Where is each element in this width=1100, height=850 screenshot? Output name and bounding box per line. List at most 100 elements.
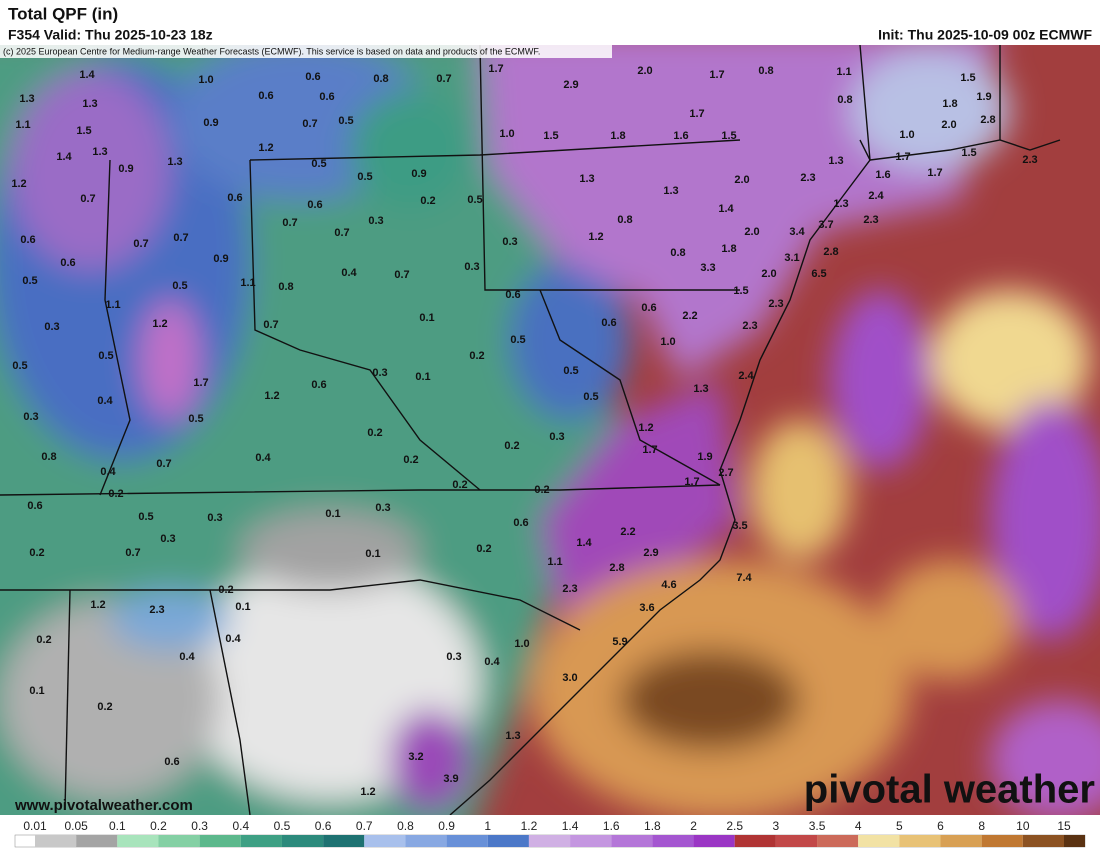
qpf-label: 0.4 bbox=[179, 651, 195, 663]
qpf-label: 0.7 bbox=[334, 227, 349, 239]
qpf-label: 7.4 bbox=[736, 572, 752, 584]
qpf-label: 0.2 bbox=[504, 440, 519, 452]
qpf-label: 2.0 bbox=[637, 65, 652, 77]
qpf-label: 2.3 bbox=[800, 172, 815, 184]
legend-label: 3 bbox=[773, 819, 780, 833]
qpf-label: 1.2 bbox=[11, 178, 26, 190]
precip-field bbox=[0, 45, 1100, 815]
qpf-label: 0.7 bbox=[173, 232, 188, 244]
qpf-label: 1.2 bbox=[258, 142, 273, 154]
legend-label: 1.4 bbox=[562, 819, 579, 833]
qpf-label: 0.1 bbox=[235, 601, 250, 613]
qpf-label: 1.7 bbox=[709, 69, 724, 81]
qpf-label: 1.3 bbox=[663, 185, 678, 197]
qpf-label: 0.6 bbox=[60, 257, 75, 269]
qpf-label: 0.8 bbox=[670, 247, 685, 259]
legend-swatch bbox=[611, 835, 653, 847]
qpf-label: 0.5 bbox=[98, 350, 113, 362]
qpf-label: 0.6 bbox=[319, 91, 334, 103]
qpf-label: 0.2 bbox=[452, 479, 467, 491]
qpf-label: 0.6 bbox=[305, 71, 320, 83]
qpf-label: 1.3 bbox=[579, 173, 594, 185]
qpf-label: 0.5 bbox=[338, 115, 353, 127]
qpf-label: 0.6 bbox=[307, 199, 322, 211]
qpf-label: 0.5 bbox=[138, 511, 153, 523]
qpf-label: 0.8 bbox=[41, 451, 56, 463]
qpf-label: 0.1 bbox=[29, 685, 44, 697]
legend-swatch bbox=[405, 835, 447, 847]
qpf-label: 0.3 bbox=[375, 502, 390, 514]
qpf-label: 0.9 bbox=[213, 253, 228, 265]
qpf-label: 0.6 bbox=[20, 234, 35, 246]
qpf-label: 0.2 bbox=[469, 350, 484, 362]
qpf-label: 0.5 bbox=[510, 334, 525, 346]
legend-swatch bbox=[117, 835, 159, 847]
qpf-label: 0.1 bbox=[419, 312, 434, 324]
qpf-label: 1.2 bbox=[638, 422, 653, 434]
qpf-label: 1.6 bbox=[673, 130, 688, 142]
qpf-label: 1.1 bbox=[240, 277, 255, 289]
website: www.pivotalweather.com bbox=[14, 797, 193, 814]
qpf-label: 1.5 bbox=[543, 130, 558, 142]
qpf-label: 1.2 bbox=[360, 786, 375, 798]
qpf-label: 1.8 bbox=[721, 243, 736, 255]
qpf-label: 2.4 bbox=[738, 370, 754, 382]
legend-label: 0.2 bbox=[150, 819, 167, 833]
qpf-label: 3.5 bbox=[732, 520, 747, 532]
legend-swatch bbox=[858, 835, 900, 847]
legend-label: 0.05 bbox=[64, 819, 88, 833]
qpf-label: 0.7 bbox=[125, 547, 140, 559]
qpf-label: 2.2 bbox=[620, 526, 635, 538]
legend-swatch bbox=[240, 835, 282, 847]
qpf-label: 0.5 bbox=[467, 194, 482, 206]
qpf-label: 1.0 bbox=[899, 129, 914, 141]
qpf-label: 2.3 bbox=[742, 320, 757, 332]
qpf-label: 3.1 bbox=[784, 252, 799, 264]
qpf-label: 2.7 bbox=[718, 467, 733, 479]
qpf-label: 0.2 bbox=[218, 584, 233, 596]
qpf-label: 0.8 bbox=[617, 214, 632, 226]
qpf-label: 0.5 bbox=[188, 413, 203, 425]
legend-label: 0.6 bbox=[315, 819, 332, 833]
qpf-label: 3.2 bbox=[408, 751, 423, 763]
qpf-label: 1.2 bbox=[588, 231, 603, 243]
legend-label: 2 bbox=[690, 819, 697, 833]
legend-label: 0.7 bbox=[356, 819, 373, 833]
legend-swatch bbox=[487, 835, 529, 847]
qpf-label: 1.7 bbox=[642, 444, 657, 456]
legend-swatch bbox=[940, 835, 982, 847]
qpf-label: 1.3 bbox=[833, 198, 848, 210]
qpf-label: 2.8 bbox=[823, 246, 838, 258]
qpf-label: 1.4 bbox=[576, 537, 592, 549]
qpf-label: 2.3 bbox=[768, 298, 783, 310]
legend-swatch bbox=[528, 835, 571, 847]
qpf-label: 1.3 bbox=[82, 98, 97, 110]
qpf-label: 0.3 bbox=[23, 411, 38, 423]
legend-label: 1.8 bbox=[644, 819, 661, 833]
qpf-label: 1.7 bbox=[927, 167, 942, 179]
qpf-label: 3.4 bbox=[789, 226, 805, 238]
qpf-label: 1.1 bbox=[105, 299, 120, 311]
legend-swatch bbox=[734, 835, 776, 847]
qpf-label: 0.7 bbox=[263, 319, 278, 331]
qpf-label: 0.6 bbox=[227, 192, 242, 204]
qpf-label: 1.3 bbox=[505, 730, 520, 742]
qpf-label: 2.8 bbox=[609, 562, 624, 574]
qpf-label: 0.8 bbox=[373, 73, 388, 85]
qpf-label: 1.5 bbox=[76, 125, 91, 137]
qpf-label: 1.4 bbox=[56, 151, 72, 163]
qpf-label: 1.1 bbox=[547, 556, 562, 568]
qpf-label: 0.5 bbox=[12, 360, 27, 372]
qpf-label: 3.0 bbox=[562, 672, 577, 684]
legend-swatch bbox=[899, 835, 941, 847]
legend-label: 2.5 bbox=[726, 819, 743, 833]
qpf-label: 1.7 bbox=[193, 377, 208, 389]
qpf-label: 0.3 bbox=[44, 321, 59, 333]
qpf-label: 2.4 bbox=[868, 190, 884, 202]
qpf-label: 2.3 bbox=[863, 214, 878, 226]
qpf-label: 3.9 bbox=[443, 773, 458, 785]
qpf-label: 5.9 bbox=[612, 636, 627, 648]
boundaries bbox=[0, 45, 1061, 815]
qpf-label: 0.3 bbox=[446, 651, 461, 663]
